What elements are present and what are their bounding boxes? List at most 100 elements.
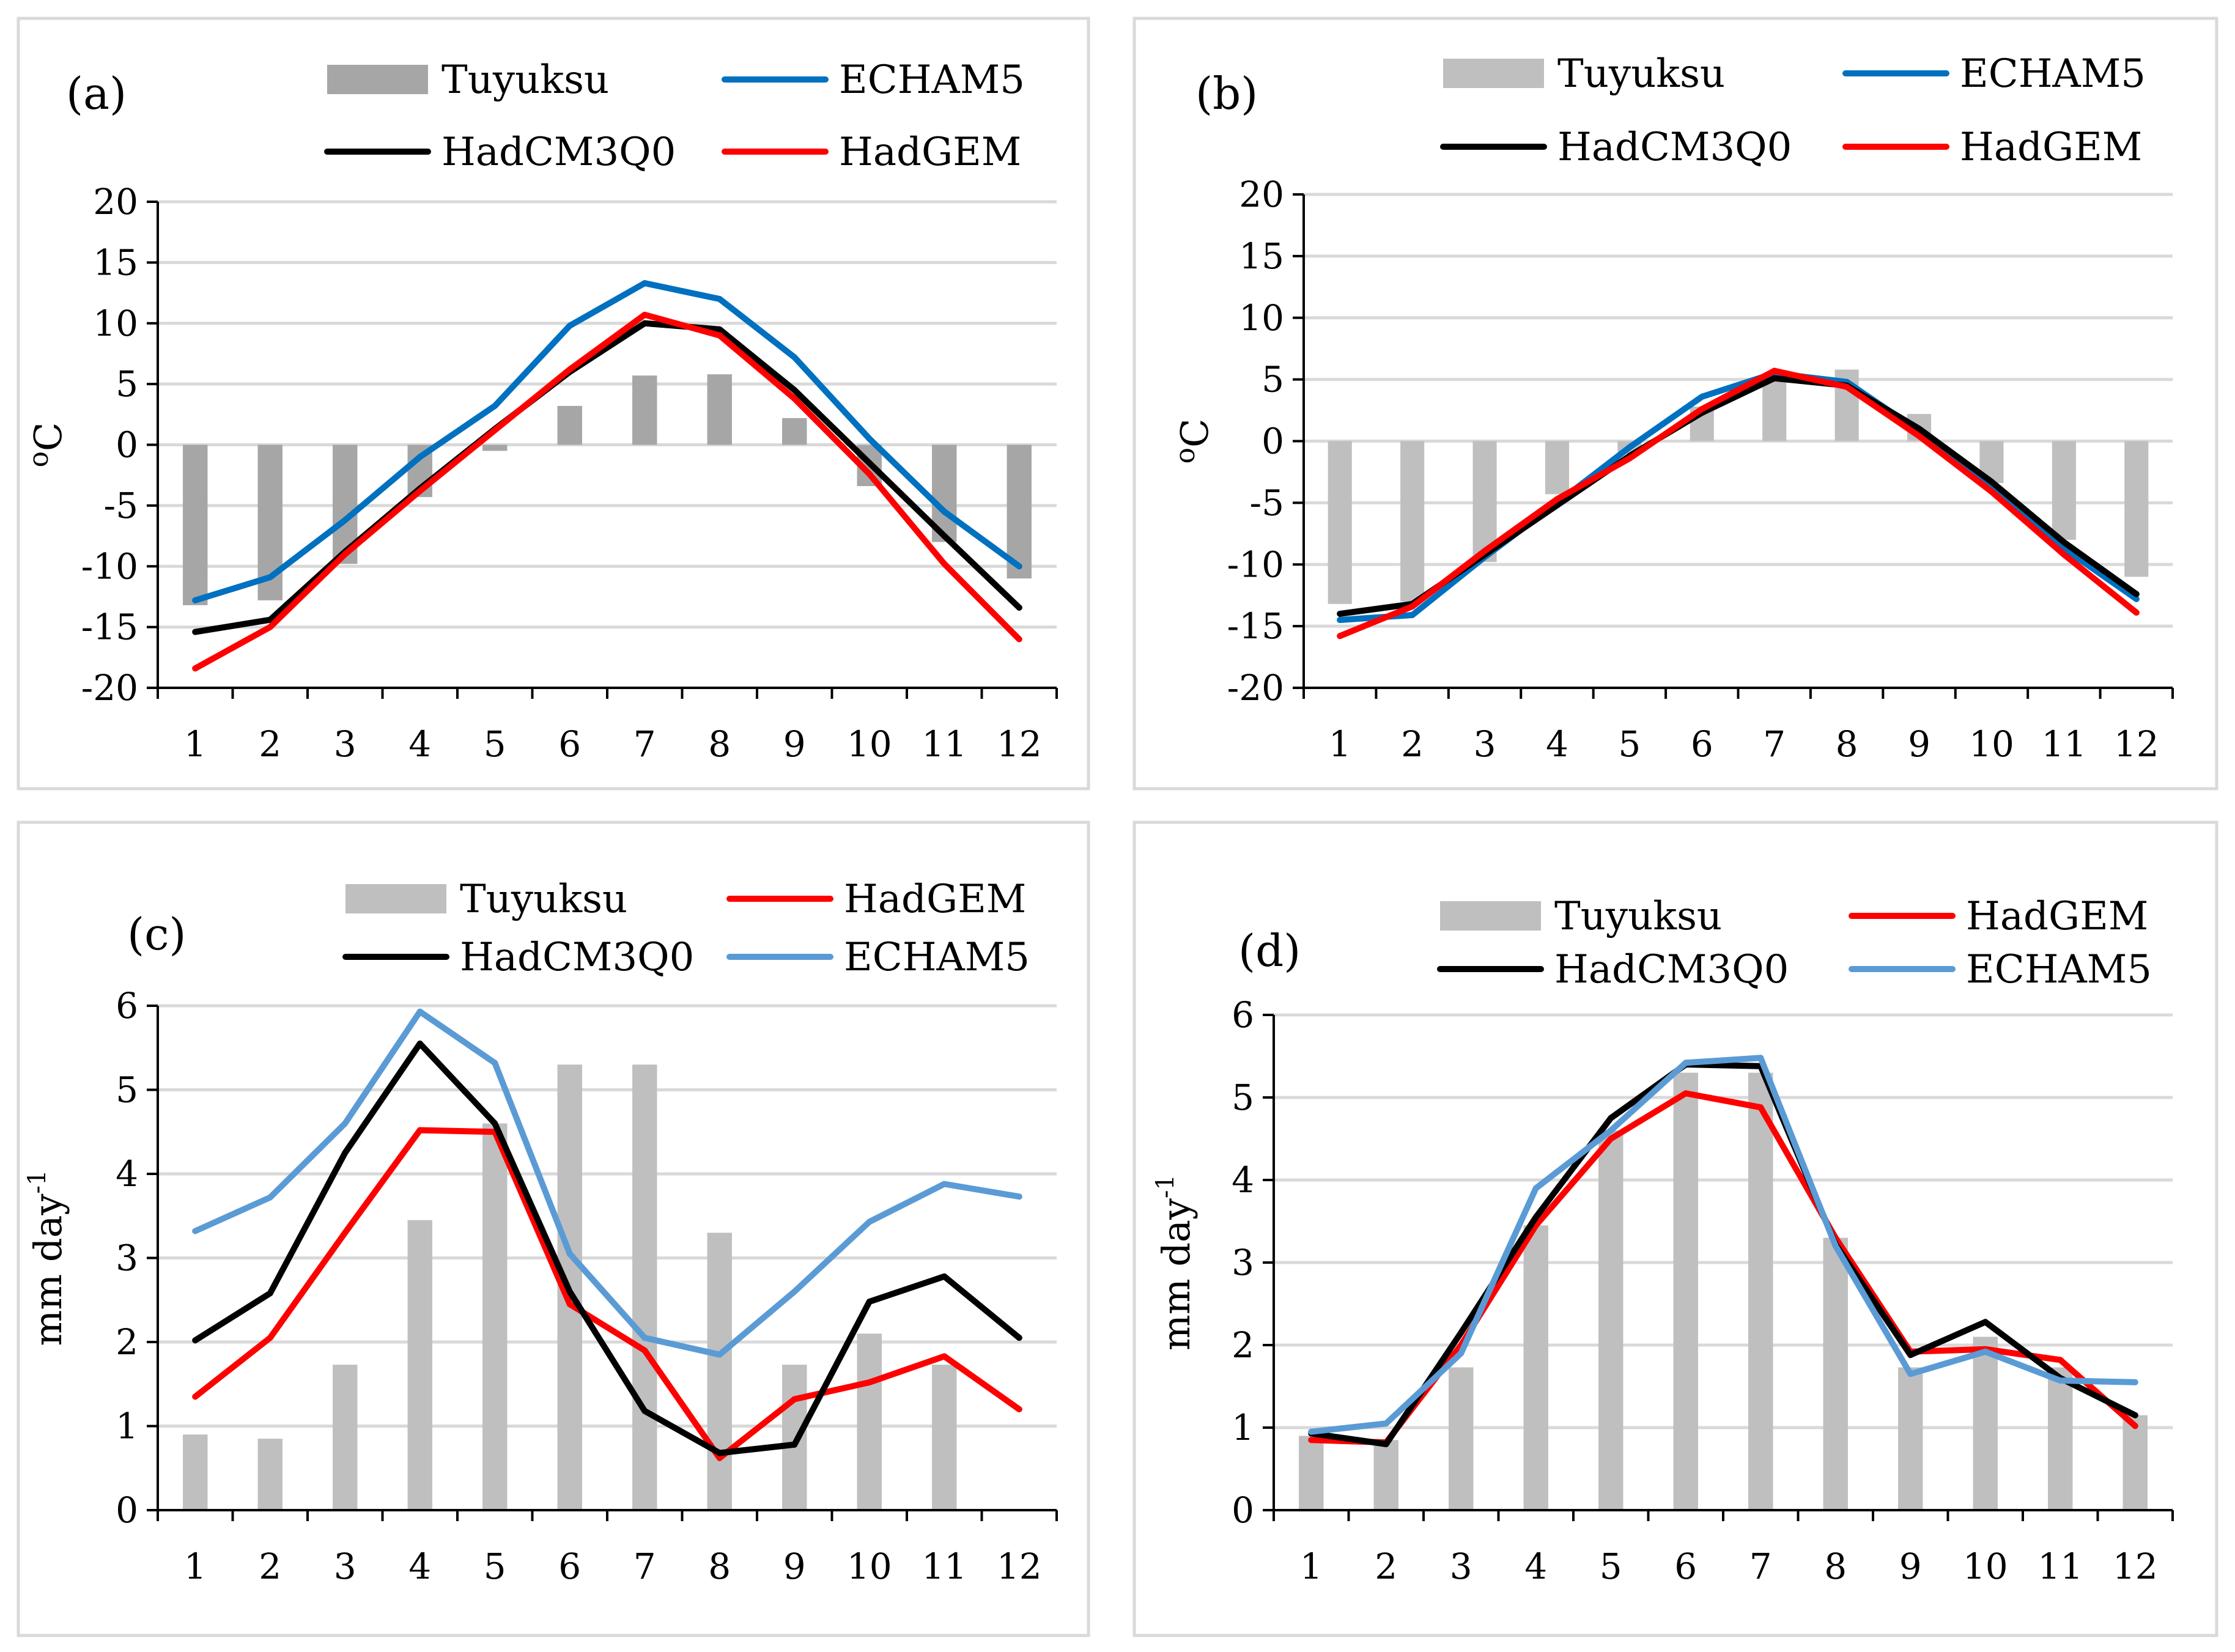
point-echam5-12 [1016, 563, 1022, 570]
series-line-hadcm3q0 [1308, 1061, 2138, 1447]
point-echam5-3 [342, 1120, 349, 1127]
y-axis-label-prefix: o [1170, 448, 1201, 464]
y-tick-label: -5 [1250, 482, 1285, 523]
x-tick-label: 12 [997, 1546, 1042, 1587]
point-echam5-12 [2132, 1379, 2138, 1385]
point-echam5-5 [1626, 444, 1633, 451]
point-hadgem-7 [641, 311, 648, 318]
point-hadcm3q0-2 [1383, 1441, 1389, 1447]
point-echam5-9 [791, 1288, 798, 1295]
legend-item-tuyuksu: Tuyuksu [1440, 894, 1722, 939]
point-hadgem-6 [1682, 1090, 1689, 1097]
y-tick-label: 1 [1232, 1407, 1254, 1448]
x-tick-label: 1 [1329, 723, 1351, 765]
bar-tuyuksu-11 [2048, 1367, 2073, 1510]
point-echam5-9 [791, 354, 798, 361]
point-hadgem-1 [192, 1393, 199, 1400]
y-axis-label: oC [23, 422, 70, 468]
series-line-hadgem [1337, 367, 2140, 640]
point-hadgem-10 [1988, 489, 1995, 495]
point-hadgem-9 [791, 395, 798, 402]
legend-label: Tuyuksu [1554, 894, 1722, 939]
point-echam5-2 [267, 1194, 273, 1201]
y-tick-label: 5 [116, 363, 138, 405]
point-echam5-5 [492, 1060, 498, 1066]
point-hadcm3q0-12 [1016, 1335, 1022, 1341]
y-tick-label: -15 [1227, 605, 1284, 647]
y-axis-label: mm day-1 [23, 1170, 70, 1346]
y-tick-label: 1 [116, 1406, 138, 1447]
x-tick-label: 3 [1450, 1546, 1472, 1587]
point-hadgem-12 [2132, 1423, 2138, 1429]
x-tick-label: 11 [922, 723, 967, 765]
point-hadcm3q0-12 [1016, 604, 1022, 611]
point-hadcm3q0-1 [192, 629, 199, 635]
legend-label: HadCM3Q0 [441, 130, 676, 175]
point-echam5-9 [1907, 1371, 1914, 1377]
legend-label: ECHAM5 [1966, 947, 2152, 992]
point-echam5-10 [866, 435, 873, 442]
point-hadgem-7 [641, 1347, 648, 1354]
legend-key-bar [1443, 59, 1544, 88]
point-hadgem-4 [416, 1127, 423, 1134]
x-tick-label: 4 [1524, 1546, 1547, 1587]
y-tick-label: 5 [1262, 359, 1284, 400]
x-tick-label: 10 [847, 1546, 892, 1587]
point-echam5-8 [716, 1351, 723, 1358]
point-hadcm3q0-12 [2132, 1412, 2138, 1418]
point-hadcm3q0-8 [716, 326, 723, 333]
point-hadcm3q0-10 [1988, 479, 1995, 485]
point-echam5-2 [1409, 611, 1416, 618]
panel-frame [17, 17, 1090, 791]
point-hadcm3q0-2 [267, 1290, 273, 1297]
y-tick-label: 6 [1232, 994, 1254, 1036]
x-tick-label: 2 [259, 723, 281, 765]
y-tick-label: 15 [93, 242, 138, 283]
panel-label: (a) [66, 68, 127, 119]
panel-label: (d) [1238, 925, 1301, 976]
point-hadcm3q0-12 [2133, 591, 2140, 597]
y-tick-label: 3 [1232, 1242, 1254, 1283]
bar-tuyuksu-2 [257, 1439, 283, 1510]
point-hadgem-7 [1757, 1104, 1764, 1111]
bar-tuyuksu-11 [2052, 441, 2076, 540]
x-tick-label: 9 [1899, 1546, 1922, 1587]
series-line-echam5 [1337, 370, 2140, 624]
legend-label: ECHAM5 [1960, 51, 2146, 97]
y-axis-label: mm day-1 [1151, 1174, 1199, 1351]
y-axis-label-prefix: o [23, 451, 54, 468]
legend-label: Tuyuksu [441, 57, 609, 103]
y-tick-label: 5 [1232, 1077, 1254, 1118]
point-hadgem-5 [1608, 1135, 1614, 1142]
x-tick-label: 11 [2041, 723, 2086, 765]
point-hadgem-10 [866, 1379, 873, 1385]
bar-tuyuksu-8 [707, 1233, 732, 1510]
x-tick-label: 6 [1674, 1546, 1697, 1587]
legend-label: ECHAM5 [844, 935, 1030, 980]
y-tick-label: 6 [116, 985, 138, 1027]
bar-tuyuksu-6 [557, 405, 582, 445]
x-tick-label: 5 [1618, 723, 1641, 765]
bar-tuyuksu-5 [1598, 1130, 1624, 1510]
point-hadcm3q0-9 [791, 387, 798, 394]
series-line-hadgem [192, 311, 1022, 672]
point-hadgem-7 [1771, 367, 1778, 374]
legend-label: HadGEM [1960, 125, 2142, 170]
x-tick-label: 5 [484, 723, 506, 765]
point-hadcm3q0-3 [1458, 1329, 1465, 1336]
point-hadgem-12 [1016, 1406, 1022, 1412]
point-echam5-6 [566, 1250, 573, 1257]
point-hadcm3q0-9 [1907, 1352, 1914, 1359]
legend-label: HadGEM [839, 130, 1021, 175]
legend-item-hadcm3q0: HadCM3Q0 [1440, 125, 1792, 170]
x-tick-label: 4 [1546, 723, 1568, 765]
point-hadcm3q0-7 [641, 320, 648, 326]
bar-tuyuksu-12 [2124, 441, 2149, 577]
legend-item-tuyuksu: Tuyuksu [345, 877, 627, 922]
point-echam5-8 [716, 296, 723, 302]
x-tick-label: 3 [334, 1546, 356, 1587]
bar-tuyuksu-7 [632, 375, 657, 445]
point-hadgem-8 [716, 1455, 723, 1461]
y-tick-label: -15 [81, 607, 138, 648]
y-tick-label: 0 [116, 424, 138, 466]
